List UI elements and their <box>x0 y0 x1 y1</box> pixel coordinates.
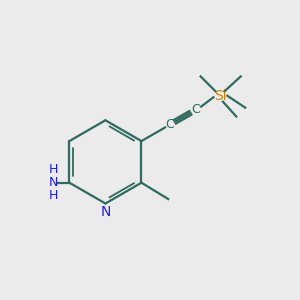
Text: C: C <box>191 103 200 116</box>
Text: C: C <box>165 118 174 131</box>
Text: N: N <box>48 176 58 189</box>
Text: H: H <box>48 189 58 202</box>
Text: H: H <box>48 163 58 176</box>
Text: Si: Si <box>214 89 226 103</box>
Text: N: N <box>100 205 111 219</box>
